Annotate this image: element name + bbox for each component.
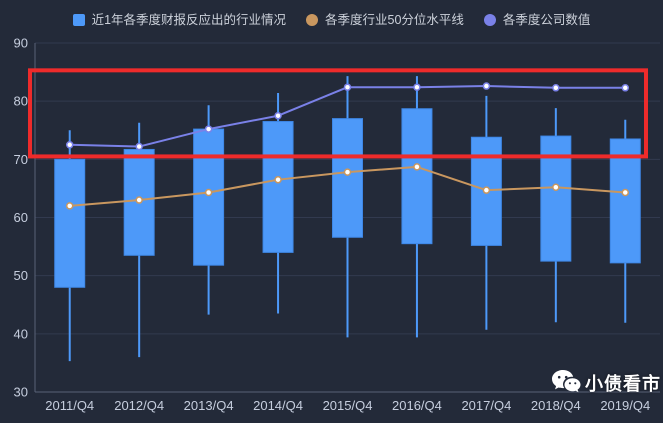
- x-tick-label-3: 2014/Q4: [253, 398, 303, 413]
- legend-label: 各季度公司数值: [502, 13, 591, 27]
- median-dot-2012/Q4[interactable]: [135, 196, 143, 204]
- x-tick-label-1: 2012/Q4: [114, 398, 164, 413]
- candlestick-2014/Q4[interactable]: [262, 121, 294, 253]
- legend-item-1[interactable]: 各季度行业50分位水平线: [306, 12, 464, 28]
- median-dot-2011/Q4[interactable]: [65, 202, 74, 210]
- median-dot-2017/Q4[interactable]: [482, 186, 491, 194]
- x-tick-label-7: 2018/Q4: [531, 398, 581, 413]
- x-tick-label-0: 2011/Q4: [45, 398, 94, 413]
- legend-item-2[interactable]: 各季度公司数值: [483, 12, 591, 28]
- candlestick-2019/Q4[interactable]: [609, 138, 641, 264]
- x-tick-label-8: 2019/Q4: [600, 398, 650, 413]
- candlestick-2011/Q4[interactable]: [54, 158, 86, 288]
- median-dot-2013/Q4[interactable]: [204, 188, 213, 197]
- company-dot-2017/Q4[interactable]: [482, 82, 491, 90]
- candlestick-2016/Q4[interactable]: [401, 108, 433, 245]
- y-tick-label-70: 70: [14, 152, 28, 167]
- y-tick-label-40: 40: [14, 326, 28, 341]
- company-dot-2014/Q4[interactable]: [274, 111, 282, 120]
- candlestick-2013/Q4[interactable]: [193, 128, 225, 266]
- y-tick-label-50: 50: [14, 268, 28, 283]
- x-tick-label-6: 2017/Q4: [461, 398, 511, 413]
- median-dot-2015/Q4[interactable]: [343, 168, 352, 176]
- company-dot-2013/Q4[interactable]: [204, 125, 213, 133]
- wechat-icon: [552, 370, 581, 393]
- company-dot-2012/Q4[interactable]: [135, 142, 143, 151]
- legend: 近1年各季度财报反应出的行业情况 各季度行业50分位水平线 各季度公司数值: [0, 12, 663, 28]
- legend-label: 近1年各季度财报反应出的行业情况: [91, 13, 287, 27]
- y-tick-label-80: 80: [14, 94, 28, 109]
- legend-marker-circle: [483, 14, 496, 26]
- median-dot-2014/Q4[interactable]: [274, 175, 282, 184]
- y-tick-label-60: 60: [14, 210, 28, 225]
- watermark: 小债看市: [551, 369, 661, 396]
- median-dot-2016/Q4[interactable]: [413, 163, 421, 171]
- x-tick-label-5: 2016/Q4: [392, 398, 442, 413]
- highlight-annotation-rect: [28, 68, 648, 159]
- median-dot-2019/Q4[interactable]: [621, 188, 630, 197]
- legend-item-0[interactable]: 近1年各季度财报反应出的行业情况: [72, 12, 287, 28]
- legend-marker-circle: [306, 14, 319, 26]
- y-tick-label-30: 30: [14, 385, 28, 400]
- candlestick-2015/Q4[interactable]: [332, 118, 363, 238]
- company-dot-2018/Q4[interactable]: [552, 84, 560, 92]
- company-dot-2019/Q4[interactable]: [621, 84, 630, 92]
- legend-label: 各季度行业50分位水平线: [325, 13, 464, 27]
- company-dot-2015/Q4[interactable]: [343, 83, 352, 91]
- legend-marker-square: [72, 14, 85, 26]
- x-tick-label-4: 2015/Q4: [323, 398, 373, 413]
- x-tick-label-2: 2013/Q4: [184, 398, 234, 413]
- company-dot-2011/Q4[interactable]: [65, 141, 74, 149]
- y-tick-label-90: 90: [14, 36, 28, 51]
- watermark-text: 小债看市: [585, 373, 661, 394]
- company-dot-2016/Q4[interactable]: [413, 83, 421, 91]
- median-dot-2018/Q4[interactable]: [552, 183, 560, 192]
